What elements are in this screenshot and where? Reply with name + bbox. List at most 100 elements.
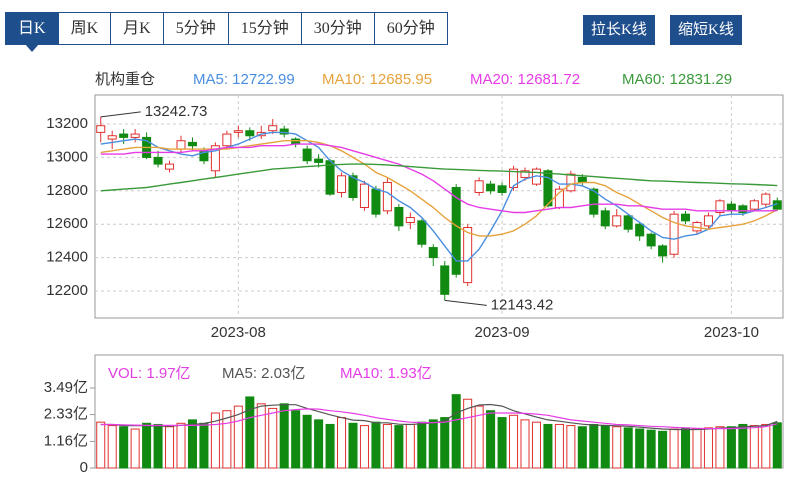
volume-bar xyxy=(222,410,232,469)
period-tab[interactable]: 5分钟 xyxy=(164,13,229,44)
legend-entry: MA20: 12681.72 xyxy=(470,71,580,88)
volume-bar xyxy=(405,423,415,469)
volume-bar xyxy=(486,410,496,469)
volume-bar xyxy=(176,422,186,469)
candle-body xyxy=(302,148,312,162)
period-tab[interactable]: 60分钟 xyxy=(386,20,435,37)
volume-bar xyxy=(417,421,427,469)
candle-body xyxy=(233,130,243,133)
volume-bar xyxy=(577,426,587,469)
max-arrow xyxy=(100,111,141,118)
candle-body xyxy=(738,205,748,214)
volume-bar xyxy=(268,407,278,469)
volume-bar xyxy=(440,417,450,469)
volume-bar xyxy=(382,423,392,469)
volume-bar xyxy=(96,421,106,469)
volume-bar xyxy=(566,425,576,469)
volume-bar xyxy=(738,423,748,469)
candle-body xyxy=(566,173,576,192)
y-tick-label: 12600 xyxy=(46,215,88,232)
candle-body xyxy=(600,210,610,227)
volume-bar xyxy=(256,403,266,469)
candle-body xyxy=(245,130,255,137)
candle-body xyxy=(210,145,220,172)
period-tab[interactable]: 月K xyxy=(111,13,164,44)
volume-bar xyxy=(554,423,564,469)
min-label: 12143.42 xyxy=(491,296,554,313)
volume-bar xyxy=(165,426,175,469)
candle-body xyxy=(165,163,175,170)
y-tick-label: 0 xyxy=(80,459,88,476)
period-tab[interactable]: 15分钟 xyxy=(229,13,302,44)
candle-body xyxy=(314,158,324,163)
volume-bar xyxy=(107,425,117,469)
candle-body xyxy=(543,170,553,207)
candle-body xyxy=(715,200,725,214)
volume-bar xyxy=(681,427,691,469)
y-tick-label: 13000 xyxy=(46,148,88,165)
period-tab[interactable]: 周K xyxy=(59,13,112,44)
volume-bar xyxy=(474,405,484,469)
volume-bar xyxy=(314,419,324,469)
volume-bar xyxy=(359,425,369,469)
volume-bar xyxy=(623,427,633,469)
volume-bar xyxy=(772,422,782,469)
candle-body xyxy=(520,170,530,178)
volume-bar xyxy=(348,422,358,469)
candle-body xyxy=(451,186,461,275)
period-tab[interactable]: 30分钟 xyxy=(302,13,375,44)
volume-bar xyxy=(703,427,713,469)
candle-body xyxy=(635,223,645,237)
candle-body xyxy=(268,125,278,132)
volume-bar xyxy=(210,412,220,469)
candle-body xyxy=(658,245,668,257)
candle-body xyxy=(474,180,484,193)
volume-bar xyxy=(428,419,438,469)
ma-line xyxy=(100,163,778,192)
candle-body xyxy=(669,213,679,255)
y-tick-label: 12800 xyxy=(46,182,88,199)
candle-body xyxy=(176,140,186,150)
candle-body xyxy=(187,141,197,147)
candle-body xyxy=(749,200,759,210)
volume-bar xyxy=(531,421,541,469)
y-tick-label: 13200 xyxy=(46,115,88,132)
volume-bar xyxy=(749,425,759,469)
volume-bar xyxy=(245,396,255,469)
volume-bar xyxy=(291,410,301,469)
candle-body xyxy=(371,188,381,215)
volume-bar xyxy=(337,417,347,469)
candle-body xyxy=(497,185,507,193)
price-frame xyxy=(94,94,784,319)
candle-body xyxy=(382,181,392,212)
period-tab[interactable]: 日K xyxy=(6,13,59,52)
volume-bar xyxy=(153,423,163,469)
volume-ma-line xyxy=(100,408,778,430)
volume-bar xyxy=(520,419,530,469)
candle-body xyxy=(96,125,106,133)
x-tick-label: 2023-10 xyxy=(704,324,759,341)
volume-bar xyxy=(187,419,197,469)
volume-bar xyxy=(279,403,289,469)
candle-body xyxy=(337,175,347,193)
volume-bar xyxy=(726,426,736,469)
volume-bar xyxy=(325,423,335,469)
candle-body xyxy=(623,215,633,230)
legend-entry: MA10: 12685.95 xyxy=(322,71,432,88)
candle-body xyxy=(279,128,289,135)
ma-line xyxy=(100,143,778,214)
volume-bar xyxy=(612,426,622,469)
candle-body xyxy=(463,227,473,284)
y-tick-label: 1.16亿 xyxy=(44,432,88,449)
shrink-button[interactable]: 缩短K线 xyxy=(670,15,742,45)
volume-bar xyxy=(669,428,679,469)
volume-bar xyxy=(761,423,771,469)
stretch-button[interactable]: 拉长K线 xyxy=(583,15,655,45)
legend-entry: MA10: 1.93亿 xyxy=(340,365,432,382)
candle-body xyxy=(761,193,771,205)
candle-body xyxy=(291,138,301,145)
volume-bar xyxy=(463,398,473,469)
candle-body xyxy=(589,188,599,215)
